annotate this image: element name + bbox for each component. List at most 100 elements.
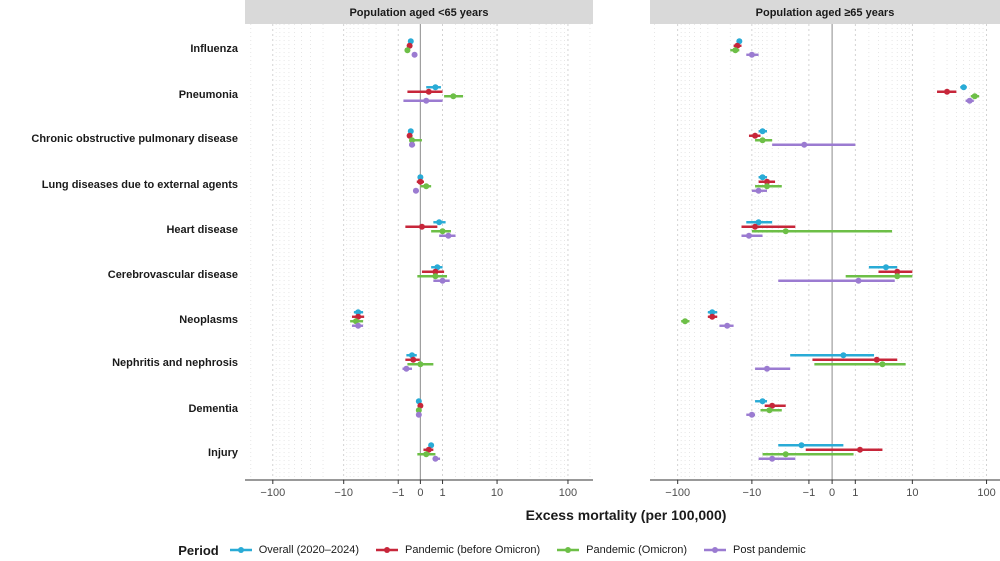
x-tick-label: −10: [743, 487, 762, 499]
point-65-and-over-injury-series-0: [798, 442, 805, 449]
point-under-65-influenza-series-3: [411, 51, 418, 58]
panel-65-and-over: Population aged ≥65 years −100 −10 −1 0 1 10 1…: [650, 0, 1000, 499]
point-under-65-chronic-obstructive-pulmonary-disease-series-1: [406, 132, 413, 139]
point-65-and-over-nephritis-and-nephrosis-series-1: [873, 356, 880, 363]
point-65-and-over-chronic-obstructive-pulmonary-disease-series-2: [759, 137, 766, 144]
x-tick-label: 0: [417, 487, 423, 499]
category-label-heart-disease: Heart disease: [166, 224, 238, 236]
point-65-and-over-heart-disease-series-0: [755, 219, 762, 226]
point-65-and-over-dementia-series-1: [769, 402, 776, 409]
point-under-65-nephritis-and-nephrosis-series-0: [408, 352, 415, 359]
point-under-65-chronic-obstructive-pulmonary-disease-series-3: [408, 141, 415, 148]
point-under-65-cerebrovascular-disease-series-1: [432, 268, 439, 275]
strip-background-under-65: [245, 0, 593, 24]
point-under-65-chronic-obstructive-pulmonary-disease-series-2: [408, 137, 415, 144]
x-tick-label: −1: [803, 487, 816, 499]
point-65-and-over-cerebrovascular-disease-series-2: [894, 273, 901, 280]
legend-label: Overall (2020–2024): [258, 544, 360, 556]
point-under-65-influenza-series-2: [404, 47, 411, 54]
x-tick-label: −1: [392, 487, 405, 499]
x-axis-title: Excess mortality (per 100,000): [526, 507, 727, 523]
point-under-65-injury-series-2: [423, 451, 430, 458]
point-65-and-over-neoplasms-series-2: [682, 318, 689, 325]
category-label-chronic-obstructive-pulmonary-disease: Chronic obstructive pulmonary disease: [31, 133, 238, 145]
point-65-and-over-pneumonia-series-2: [971, 93, 978, 100]
point-under-65-neoplasms-series-3: [355, 322, 362, 329]
point-under-65-dementia-series-3: [415, 411, 422, 418]
x-tick-label: 0: [829, 487, 835, 499]
legend-key-post-pandemic: [703, 547, 726, 553]
category-label-nephritis-and-nephrosis: Nephritis and nephrosis: [112, 357, 238, 369]
category-label-neoplasms: Neoplasms: [179, 314, 238, 326]
point-under-65-heart-disease-series-0: [436, 219, 443, 226]
point-65-and-over-heart-disease-series-3: [745, 232, 752, 239]
point-under-65-lung-diseases-due-to-external-agents-series-1: [417, 178, 424, 185]
point-65-and-over-nephritis-and-nephrosis-series-3: [763, 365, 770, 372]
point-65-and-over-influenza-series-0: [736, 38, 743, 45]
legend-item-pandemic-before-omicron: Pandemic (before Omicron): [375, 544, 540, 556]
point-65-and-over-dementia-series-3: [748, 411, 755, 418]
point-65-and-over-heart-disease-series-2: [782, 228, 789, 235]
legend-item-overall-2020-2024: Overall (2020–2024): [229, 544, 359, 556]
point-under-65-cerebrovascular-disease-series-0: [434, 264, 441, 271]
legend-item-post-pandemic: Post pandemic: [703, 544, 806, 556]
point-under-65-dementia-series-1: [417, 402, 424, 409]
point-under-65-dementia-series-0: [415, 398, 422, 405]
category-label-pneumonia: Pneumonia: [179, 89, 239, 101]
point-65-and-over-cerebrovascular-disease-series-3: [855, 277, 862, 284]
legend-label: Pandemic (Omicron): [586, 544, 687, 556]
legend-key-pandemic-omicron: [557, 547, 580, 553]
x-tick-label: 1: [852, 487, 858, 499]
point-65-and-over-dementia-series-0: [759, 398, 766, 405]
point-65-and-over-pneumonia-series-3: [966, 97, 973, 104]
point-65-and-over-chronic-obstructive-pulmonary-disease-series-1: [752, 132, 759, 139]
point-under-65-nephritis-and-nephrosis-series-1: [410, 356, 417, 363]
point-65-and-over-lung-diseases-due-to-external-agents-series-1: [763, 178, 770, 185]
point-under-65-lung-diseases-due-to-external-agents-series-2: [423, 183, 430, 190]
point-under-65-chronic-obstructive-pulmonary-disease-series-0: [407, 128, 414, 135]
point-65-and-over-injury-series-2: [782, 451, 789, 458]
point-under-65-lung-diseases-due-to-external-agents-series-3: [412, 187, 419, 194]
point-under-65-nephritis-and-nephrosis-series-2: [417, 361, 424, 368]
point-65-and-over-neoplasms-series-3: [724, 322, 731, 329]
point-65-and-over-neoplasms-series-1: [709, 313, 716, 320]
point-under-65-heart-disease-series-3: [445, 232, 452, 239]
x-tick-label: 10: [491, 487, 503, 499]
point-under-65-neoplasms-series-2: [352, 318, 359, 325]
point-65-and-over-pneumonia-series-1: [944, 88, 951, 95]
x-tick-label: 100: [977, 487, 995, 499]
point-65-and-over-chronic-obstructive-pulmonary-disease-series-0: [759, 128, 766, 135]
point-65-and-over-heart-disease-series-1: [752, 223, 759, 230]
x-tick-label: −100: [665, 487, 690, 499]
point-under-65-injury-series-1: [425, 446, 432, 453]
category-labels: Influenza Pneumonia Chronic obstructive pu…: [31, 43, 239, 459]
point-under-65-pneumonia-series-2: [450, 93, 457, 100]
x-tick-label: −100: [260, 487, 285, 499]
plot-area-65-and-over: [650, 24, 1000, 480]
point-65-and-over-nephritis-and-nephrosis-series-0: [840, 352, 847, 359]
marks-under-65: [350, 38, 464, 462]
point-under-65-dementia-series-2: [415, 407, 422, 414]
point-under-65-injury-series-3: [432, 455, 439, 462]
panel-title-65-and-over: Population aged ≥65 years: [756, 7, 895, 19]
category-label-dementia: Dementia: [188, 403, 238, 415]
point-under-65-cerebrovascular-disease-series-3: [439, 277, 446, 284]
point-under-65-heart-disease-series-1: [418, 223, 425, 230]
point-65-and-over-dementia-series-2: [766, 407, 773, 414]
point-under-65-influenza-series-1: [406, 42, 413, 49]
point-under-65-lung-diseases-due-to-external-agents-series-0: [417, 174, 424, 181]
legend-key-overall-2020-2024: [229, 547, 252, 553]
panel-title-under-65: Population aged <65 years: [349, 7, 488, 19]
legend: Period Overall (2020–2024) Pandemic (befo…: [0, 540, 1000, 560]
point-under-65-injury-series-0: [428, 442, 435, 449]
x-tick-label: 100: [559, 487, 577, 499]
legend-label: Pandemic (before Omicron): [405, 544, 541, 556]
panel-under-65: Population aged <65 years −100 −10 −1 0 1 10 1…: [245, 0, 593, 499]
forest-plot-figure: Population aged <65 years −100 −10 −1 0 1 10 1…: [31, 0, 1000, 523]
x-tick-label: −10: [334, 487, 353, 499]
point-65-and-over-nephritis-and-nephrosis-series-2: [879, 361, 886, 368]
point-under-65-heart-disease-series-2: [439, 228, 446, 235]
legend-key-pandemic-before-omicron: [376, 547, 399, 553]
point-65-and-over-lung-diseases-due-to-external-agents-series-3: [755, 187, 762, 194]
point-65-and-over-lung-diseases-due-to-external-agents-series-0: [759, 174, 766, 181]
